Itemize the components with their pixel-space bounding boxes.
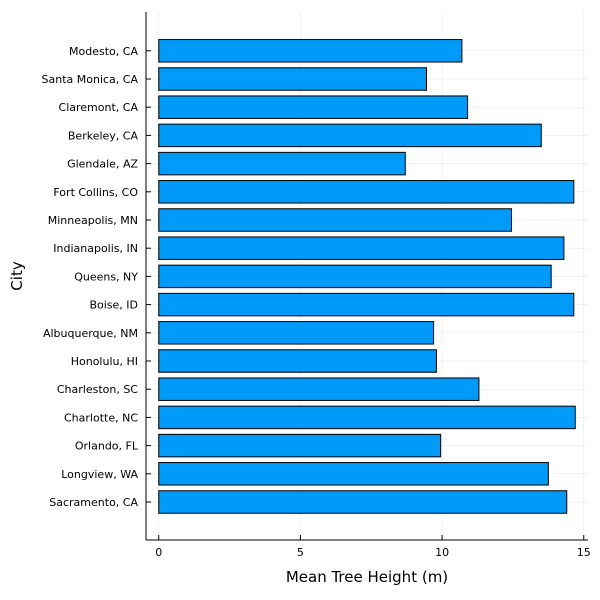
bar	[158, 433, 442, 458]
labels-layer: 0 5 10 15 Sacramento, CA Longview, WA Orlando,…	[42, 45, 591, 559]
x-tick-label: 15	[577, 546, 591, 559]
y-tick-label: Glendale, AZ	[67, 158, 138, 171]
y-tick-label: Charlotte, NC	[64, 411, 138, 424]
bar	[158, 236, 565, 260]
x-tick-label: 0	[155, 546, 162, 559]
axes-layer	[145, 12, 588, 541]
bar	[158, 123, 542, 148]
y-tick-label: Boise, ID	[89, 299, 138, 312]
y-tick-label: Queens, NY	[74, 270, 138, 283]
y-tick-label: Indianapolis, IN	[53, 242, 138, 255]
bar	[158, 67, 427, 91]
bar	[158, 321, 435, 345]
y-tick-label: Orlando, FL	[75, 440, 139, 453]
bar	[158, 39, 463, 63]
bar	[158, 349, 437, 373]
y-tick-label: Albuquerque, NM	[43, 327, 138, 340]
bar	[158, 95, 469, 119]
bar	[158, 264, 552, 289]
y-tick-label: Berkeley, CA	[68, 129, 139, 142]
bar	[158, 405, 576, 430]
bar	[158, 377, 480, 401]
y-tick-label: Modesto, CA	[69, 45, 138, 58]
bar	[158, 490, 568, 514]
bar	[158, 462, 549, 486]
y-tick-label: Claremont, CA	[59, 101, 139, 114]
bar	[158, 151, 406, 176]
x-tick-label: 10	[435, 546, 449, 559]
bar	[158, 208, 512, 232]
y-tick-label: Fort Collins, CO	[53, 186, 138, 199]
y-tick-label: Honolulu, HI	[71, 355, 138, 368]
y-tick-label: Santa Monica, CA	[42, 73, 139, 86]
x-axis-title: Mean Tree Height (m)	[286, 568, 448, 586]
y-axis-title: City	[8, 261, 26, 291]
y-tick-label: Charleston, SC	[57, 383, 138, 396]
bar	[158, 180, 575, 204]
y-tick-label: Longview, WA	[61, 468, 138, 481]
bar	[158, 292, 575, 317]
x-tick-label: 5	[297, 546, 304, 559]
y-tick-label: Minneapolis, MN	[48, 214, 138, 227]
bars-layer	[158, 39, 576, 514]
y-tick-label: Sacramento, CA	[49, 496, 138, 509]
